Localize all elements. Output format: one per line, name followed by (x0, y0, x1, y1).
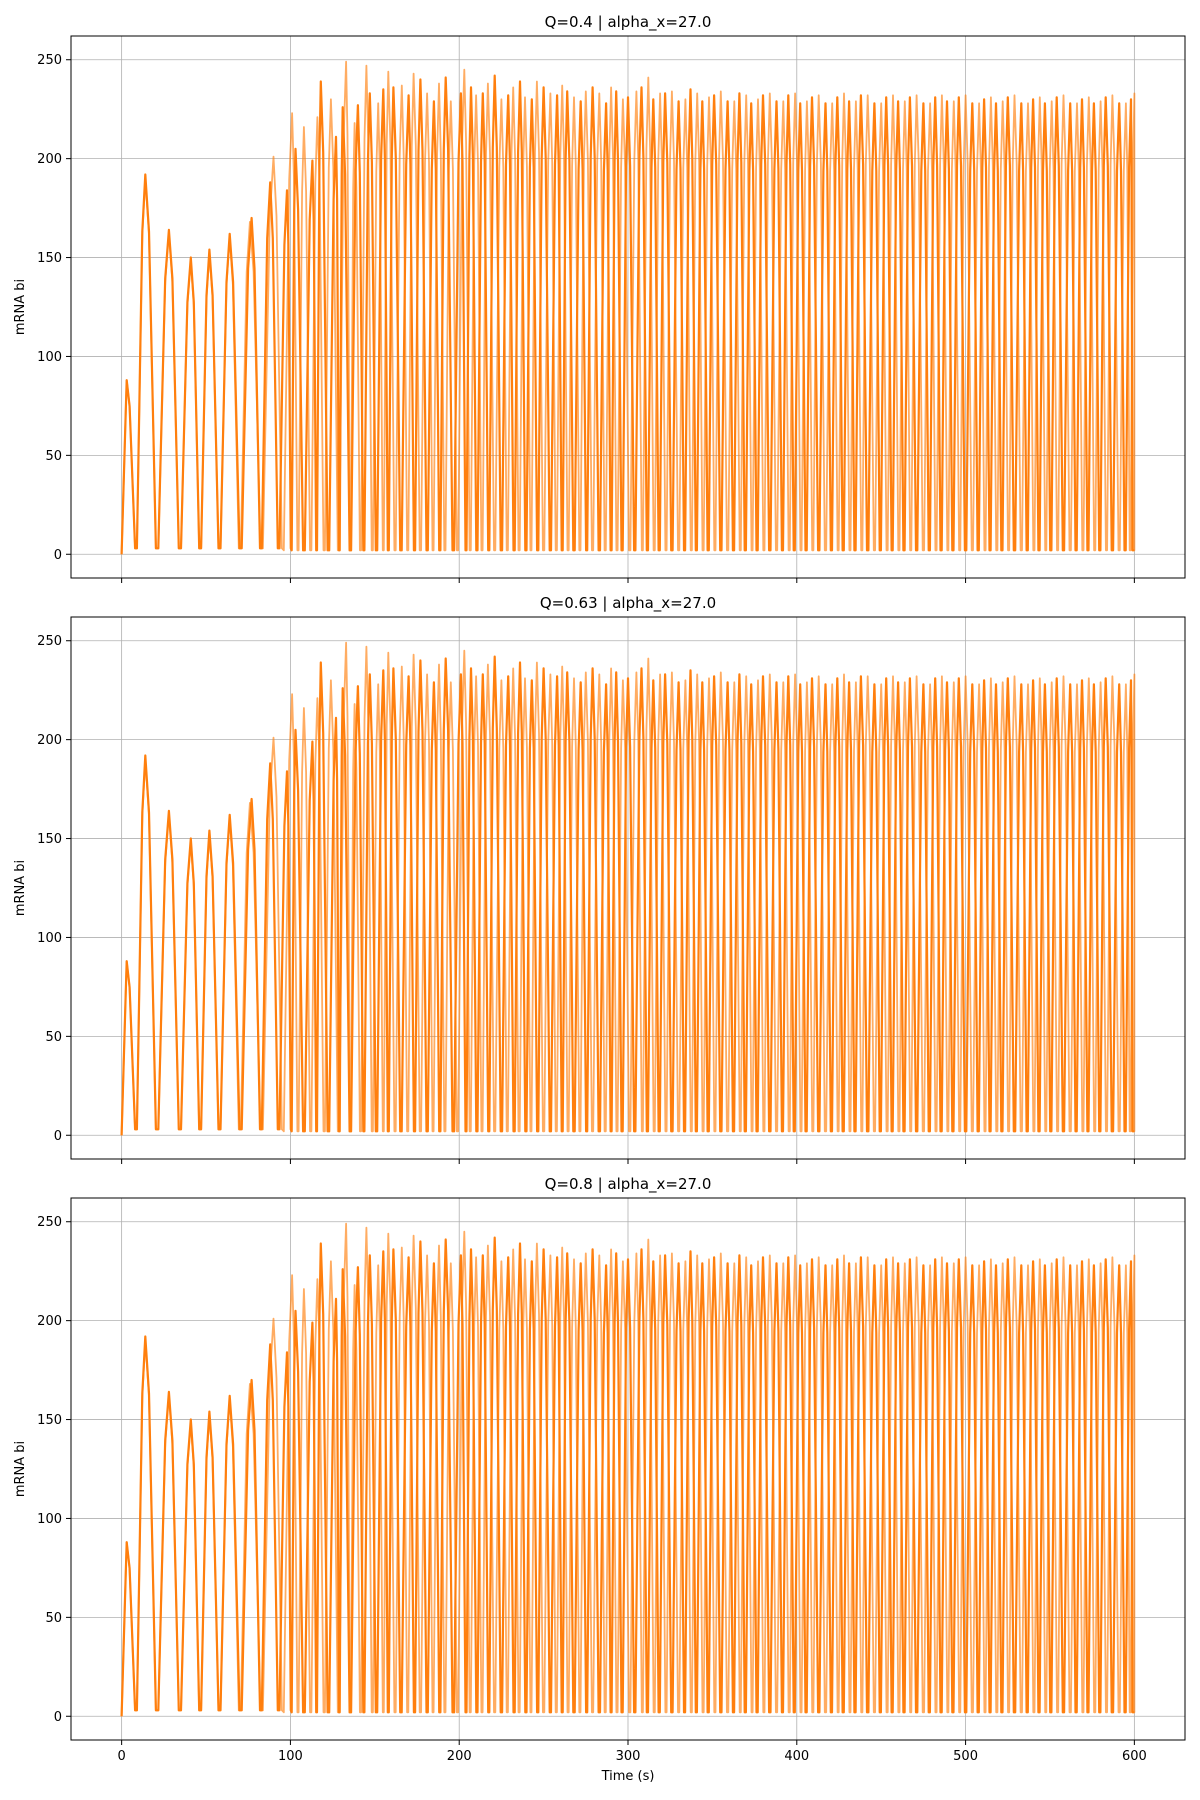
y-tick-label: 200 (37, 152, 62, 167)
series-line-trace-2 (120, 641, 1136, 1136)
plot-title: Q=0.8 | alpha_x=27.0 (545, 1175, 712, 1194)
y-tick-label: 0 (54, 1129, 62, 1144)
y-tick-label: 150 (37, 1413, 62, 1428)
y-tick-label: 150 (37, 832, 62, 847)
y-tick-label: 200 (37, 1314, 62, 1329)
y-tick-label: 250 (37, 634, 62, 649)
y-tick-label: 100 (37, 931, 62, 946)
y-tick-label: 250 (37, 1215, 62, 1230)
x-tick-label: 600 (1122, 1749, 1147, 1764)
y-tick-label: 150 (37, 251, 62, 266)
series-line-trace-2 (120, 1222, 1136, 1717)
y-tick-label: 50 (45, 1611, 62, 1626)
x-tick-label: 0 (117, 1749, 125, 1764)
y-tick-label: 250 (37, 53, 62, 68)
y-axis-label: mRNA bi (13, 1441, 28, 1497)
y-axis-label: mRNA bi (13, 279, 28, 335)
y-tick-label: 200 (37, 733, 62, 748)
y-tick-label: 50 (45, 449, 62, 464)
y-axis-label: mRNA bi (13, 860, 28, 916)
x-tick-label: 500 (953, 1749, 978, 1764)
y-tick-label: 0 (54, 548, 62, 563)
y-tick-label: 50 (45, 1030, 62, 1045)
y-tick-label: 100 (37, 1512, 62, 1527)
series-line-trace-2 (120, 60, 1136, 555)
x-tick-label: 300 (616, 1749, 641, 1764)
plot-title: Q=0.63 | alpha_x=27.0 (540, 594, 716, 613)
x-tick-label: 200 (447, 1749, 472, 1764)
x-axis-label: Time (s) (601, 1769, 655, 1784)
y-tick-label: 0 (54, 1710, 62, 1725)
y-tick-label: 100 (37, 350, 62, 365)
plot-title: Q=0.4 | alpha_x=27.0 (545, 13, 712, 32)
x-tick-label: 400 (784, 1749, 809, 1764)
x-tick-label: 100 (278, 1749, 303, 1764)
